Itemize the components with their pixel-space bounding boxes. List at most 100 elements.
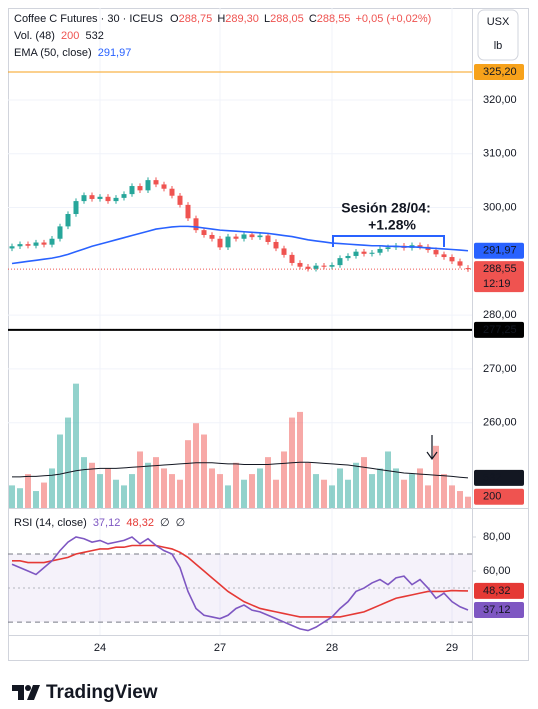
candle-body bbox=[41, 242, 47, 245]
candle-body bbox=[161, 184, 167, 189]
volume-bar bbox=[9, 485, 15, 508]
symbol: Coffee C Futures · 30 · ICEUS bbox=[14, 13, 163, 25]
axis-label: 288,55 bbox=[483, 263, 517, 275]
axis-label: 37,12 bbox=[483, 604, 511, 616]
ema-name: EMA (50, close) bbox=[14, 47, 92, 59]
candle-body bbox=[465, 268, 471, 270]
brand: TradingView bbox=[46, 682, 158, 703]
axis-label-box bbox=[474, 261, 524, 293]
candle-body bbox=[449, 257, 455, 262]
candle-body bbox=[313, 265, 319, 269]
rsi-extra: ∅ bbox=[176, 517, 186, 529]
volume-bar bbox=[401, 479, 407, 508]
volume-bar bbox=[17, 488, 23, 508]
volume-bar bbox=[57, 434, 63, 508]
axis-label-box bbox=[474, 242, 524, 259]
ema-value: 291,97 bbox=[98, 47, 132, 59]
candle-body bbox=[433, 250, 439, 255]
candle-body bbox=[353, 251, 359, 256]
volume-bar bbox=[369, 474, 375, 508]
chart-frame bbox=[8, 8, 529, 661]
volume-ma-line bbox=[12, 461, 469, 479]
volume-bar bbox=[433, 445, 439, 508]
axis-label-box bbox=[474, 601, 524, 618]
candle-body bbox=[257, 235, 263, 238]
volume-bar bbox=[425, 485, 431, 508]
logo-mark bbox=[25, 685, 31, 691]
candle-body bbox=[377, 248, 383, 253]
candle-body bbox=[73, 201, 79, 215]
axis-label: 325,20 bbox=[483, 66, 517, 78]
volume-bar bbox=[49, 468, 55, 508]
volume-bar bbox=[137, 451, 143, 508]
axis-label: 12:19 bbox=[483, 278, 511, 290]
ohlc-value: 288,75 bbox=[179, 13, 213, 25]
axis-label: 291,97 bbox=[483, 245, 517, 257]
axis-label-box bbox=[474, 64, 524, 81]
volume-bar bbox=[361, 457, 367, 508]
candle-body bbox=[305, 266, 311, 269]
ohlc-label: H bbox=[217, 13, 225, 25]
candle-body bbox=[225, 236, 231, 248]
volume-bar bbox=[193, 423, 199, 508]
ohlc-label: O bbox=[170, 13, 179, 25]
x-tick-label: 29 bbox=[446, 642, 458, 654]
plot-layer: 320,00 310,00 300,00 280,00 270,00 260,00 24 27… bbox=[8, 8, 524, 654]
rsi-legend: RSI (14, close) 37,12 48,32 ∅ ∅ bbox=[14, 517, 185, 529]
volume-bar bbox=[265, 457, 271, 508]
volume-bar bbox=[201, 434, 207, 508]
candle-body bbox=[457, 261, 463, 266]
candle-body bbox=[417, 245, 423, 247]
annotation-arrow bbox=[426, 435, 438, 461]
axis-label-box bbox=[474, 488, 524, 505]
candle-body bbox=[281, 248, 287, 255]
candle-body bbox=[441, 254, 447, 258]
candle-body bbox=[81, 195, 87, 202]
volume-ma-value: 532 bbox=[85, 30, 103, 42]
volume-bar bbox=[393, 468, 399, 508]
logo-mark bbox=[12, 685, 24, 700]
volume-bar bbox=[377, 468, 383, 508]
volume-bar bbox=[41, 482, 47, 508]
volume-bar bbox=[321, 479, 327, 508]
candle-body bbox=[209, 234, 215, 239]
change: +0,05 (+0,02%) bbox=[356, 13, 432, 25]
volume-bar bbox=[273, 479, 279, 508]
candle-body bbox=[121, 194, 127, 198]
volume-bar bbox=[305, 462, 311, 508]
rsi-ma-line bbox=[12, 544, 469, 618]
volume-name: Vol. (48) bbox=[14, 30, 55, 42]
candle-body bbox=[89, 195, 95, 199]
candle-body bbox=[345, 255, 351, 259]
candle-body bbox=[385, 247, 391, 249]
volume-bar bbox=[241, 479, 247, 508]
volume-bar bbox=[249, 474, 255, 508]
y-tick-label: 60,00 bbox=[483, 565, 511, 577]
candle-body bbox=[153, 180, 159, 185]
y-tick-label: 260,00 bbox=[483, 417, 517, 429]
volume-legend: Vol. (48) 200 532 bbox=[14, 30, 104, 42]
unit-box bbox=[477, 9, 519, 61]
candle-body bbox=[329, 265, 335, 267]
axis-label: 48,32 bbox=[483, 585, 511, 597]
candle-body bbox=[289, 254, 295, 263]
candle-body bbox=[233, 236, 239, 239]
volume-bar bbox=[161, 468, 167, 508]
volume-bar bbox=[217, 474, 223, 508]
y-tick-label: 310,00 bbox=[483, 148, 517, 160]
volume-bar bbox=[345, 479, 351, 508]
volume-bar bbox=[81, 457, 87, 508]
y-tick-label: 80,00 bbox=[483, 531, 511, 543]
axis-label-box bbox=[474, 582, 524, 599]
unit: lb bbox=[494, 40, 503, 52]
volume-bar bbox=[153, 457, 159, 508]
ohlc-label: C bbox=[309, 13, 317, 25]
candle-body bbox=[177, 195, 183, 205]
volume-bar bbox=[441, 474, 447, 508]
axis-label: 200 bbox=[483, 491, 501, 503]
volume-bar bbox=[281, 451, 287, 508]
candle-body bbox=[9, 246, 15, 249]
volume-bar bbox=[257, 468, 263, 508]
candle-body bbox=[145, 180, 151, 191]
header-legend: Coffee C Futures · 30 · ICEUS O288,75 H2… bbox=[14, 13, 431, 25]
